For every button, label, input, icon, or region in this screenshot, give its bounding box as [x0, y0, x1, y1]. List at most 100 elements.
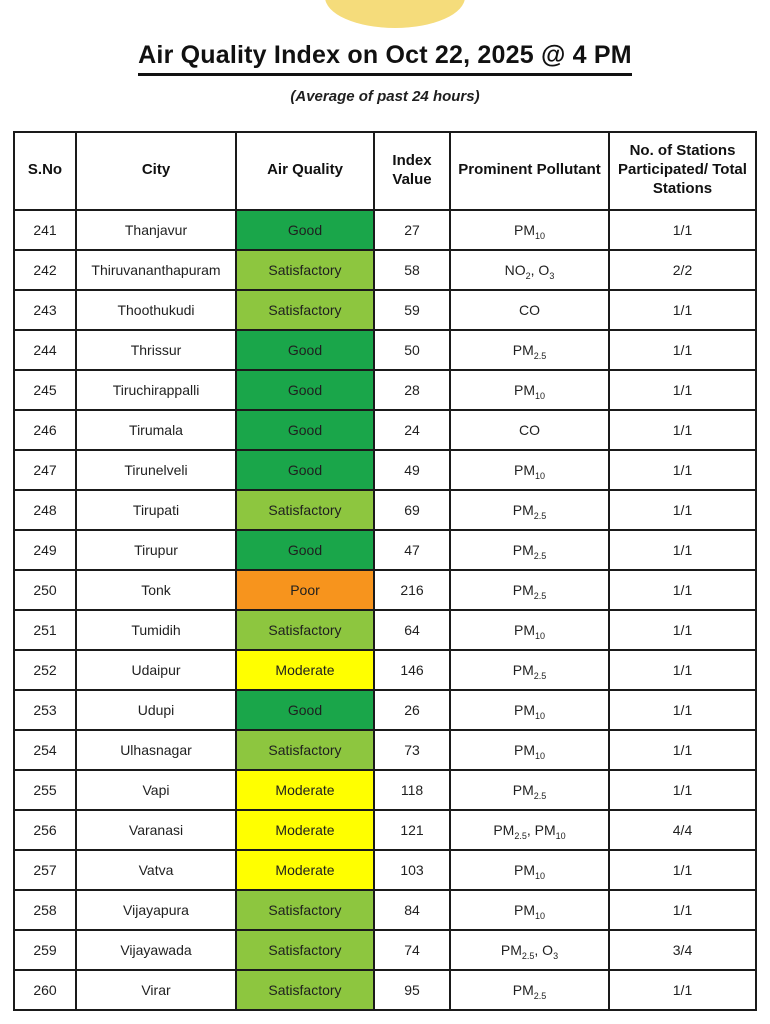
city-cell: Tirumala: [75, 408, 237, 451]
air-quality-cell: Satisfactory: [235, 928, 375, 971]
air-quality-cell: Satisfactory: [235, 728, 375, 771]
index-value-cell: 74: [373, 928, 451, 971]
stations-cell: 1/1: [608, 608, 757, 651]
table-row: 253 Udupi Good 26 PM10 1/1: [13, 688, 757, 731]
air-quality-cell: Good: [235, 368, 375, 411]
stations-cell: 1/1: [608, 848, 757, 891]
sno-cell: 258: [13, 888, 77, 931]
table-row: 248 Tirupati Satisfactory 69 PM2.5 1/1: [13, 488, 757, 531]
index-value-cell: 50: [373, 328, 451, 371]
table-row: 242 Thiruvananthapuram Satisfactory 58 NO2, …: [13, 248, 757, 291]
sno-cell: 255: [13, 768, 77, 811]
table-row: 254 Ulhasnagar Satisfactory 73 PM10 1/1: [13, 728, 757, 771]
stations-cell: 1/1: [608, 328, 757, 371]
air-quality-cell: Good: [235, 688, 375, 731]
stations-cell: 1/1: [608, 288, 757, 331]
sno-cell: 253: [13, 688, 77, 731]
air-quality-cell: Satisfactory: [235, 248, 375, 291]
stations-cell: 1/1: [608, 368, 757, 411]
air-quality-cell: Satisfactory: [235, 968, 375, 1011]
air-quality-cell: Good: [235, 528, 375, 571]
sno-cell: 250: [13, 568, 77, 611]
city-cell: Tirupur: [75, 528, 237, 571]
header-airquality: Air Quality: [235, 130, 375, 211]
air-quality-cell: Poor: [235, 568, 375, 611]
city-cell: Thrissur: [75, 328, 237, 371]
aqi-table: S.No City Air Quality Index Value Promin…: [13, 130, 757, 1011]
index-value-cell: 27: [373, 208, 451, 251]
sno-cell: 241: [13, 208, 77, 251]
sno-cell: 248: [13, 488, 77, 531]
stations-cell: 1/1: [608, 888, 757, 931]
table-row: 246 Tirumala Good 24 CO 1/1: [13, 408, 757, 451]
city-cell: Ulhasnagar: [75, 728, 237, 771]
pollutant-cell: PM10: [449, 368, 610, 411]
table-row: 258 Vijayapura Satisfactory 84 PM10 1/1: [13, 888, 757, 931]
table-row: 245 Tiruchirappalli Good 28 PM10 1/1: [13, 368, 757, 411]
sno-cell: 249: [13, 528, 77, 571]
pollutant-cell: PM10: [449, 728, 610, 771]
header-pollutant: Prominent Pollutant: [449, 130, 610, 211]
pollutant-cell: PM2.5: [449, 528, 610, 571]
city-cell: Vapi: [75, 768, 237, 811]
pollutant-cell: PM10: [449, 848, 610, 891]
index-value-cell: 64: [373, 608, 451, 651]
pollutant-cell: PM10: [449, 688, 610, 731]
index-value-cell: 26: [373, 688, 451, 731]
index-value-cell: 47: [373, 528, 451, 571]
index-value-cell: 103: [373, 848, 451, 891]
pollutant-cell: PM10: [449, 208, 610, 251]
pollutant-cell: PM2.5: [449, 488, 610, 531]
pollutant-cell: PM2.5, PM10: [449, 808, 610, 851]
page-subtitle: (Average of past 24 hours): [290, 87, 480, 105]
pollutant-cell: PM2.5: [449, 768, 610, 811]
city-cell: Udupi: [75, 688, 237, 731]
table-row: 247 Tirunelveli Good 49 PM10 1/1: [13, 448, 757, 491]
air-quality-cell: Satisfactory: [235, 488, 375, 531]
aqi-table-header: S.No City Air Quality Index Value Promin…: [13, 130, 757, 211]
stations-cell: 4/4: [608, 808, 757, 851]
pollutant-cell: PM2.5: [449, 968, 610, 1011]
table-row: 255 Vapi Moderate 118 PM2.5 1/1: [13, 768, 757, 811]
city-cell: Varanasi: [75, 808, 237, 851]
index-value-cell: 24: [373, 408, 451, 451]
table-row: 250 Tonk Poor 216 PM2.5 1/1: [13, 568, 757, 611]
air-quality-cell: Good: [235, 408, 375, 451]
city-cell: Vijayawada: [75, 928, 237, 971]
aqi-table-body: 241 Thanjavur Good 27 PM10 1/1 242 Thiruvananth…: [13, 208, 757, 1011]
index-value-cell: 73: [373, 728, 451, 771]
city-cell: Thanjavur: [75, 208, 237, 251]
pollutant-cell: PM10: [449, 888, 610, 931]
title-block: Air Quality Index on Oct 22, 2025 @ 4 PM…: [0, 0, 770, 105]
sno-cell: 252: [13, 648, 77, 691]
stations-cell: 1/1: [608, 488, 757, 531]
sno-cell: 257: [13, 848, 77, 891]
sno-cell: 245: [13, 368, 77, 411]
stations-cell: 1/1: [608, 728, 757, 771]
header-row: S.No City Air Quality Index Value Promin…: [13, 130, 757, 211]
city-cell: Tumidih: [75, 608, 237, 651]
header-sno: S.No: [13, 130, 77, 211]
city-cell: Tiruchirappalli: [75, 368, 237, 411]
index-value-cell: 216: [373, 568, 451, 611]
pollutant-cell: PM2.5: [449, 568, 610, 611]
index-value-cell: 58: [373, 248, 451, 291]
air-quality-cell: Moderate: [235, 768, 375, 811]
header-indexvalue: Index Value: [373, 130, 451, 211]
table-row: 252 Udaipur Moderate 146 PM2.5 1/1: [13, 648, 757, 691]
sno-cell: 242: [13, 248, 77, 291]
air-quality-cell: Satisfactory: [235, 288, 375, 331]
sno-cell: 247: [13, 448, 77, 491]
pollutant-cell: PM10: [449, 608, 610, 651]
sno-cell: 256: [13, 808, 77, 851]
page-title: Air Quality Index on Oct 22, 2025 @ 4 PM: [138, 41, 632, 76]
header-city: City: [75, 130, 237, 211]
index-value-cell: 146: [373, 648, 451, 691]
city-cell: Thiruvananthapuram: [75, 248, 237, 291]
table-row: 241 Thanjavur Good 27 PM10 1/1: [13, 208, 757, 251]
air-quality-cell: Good: [235, 208, 375, 251]
table-row: 257 Vatva Moderate 103 PM10 1/1: [13, 848, 757, 891]
table-row: 244 Thrissur Good 50 PM2.5 1/1: [13, 328, 757, 371]
index-value-cell: 28: [373, 368, 451, 411]
